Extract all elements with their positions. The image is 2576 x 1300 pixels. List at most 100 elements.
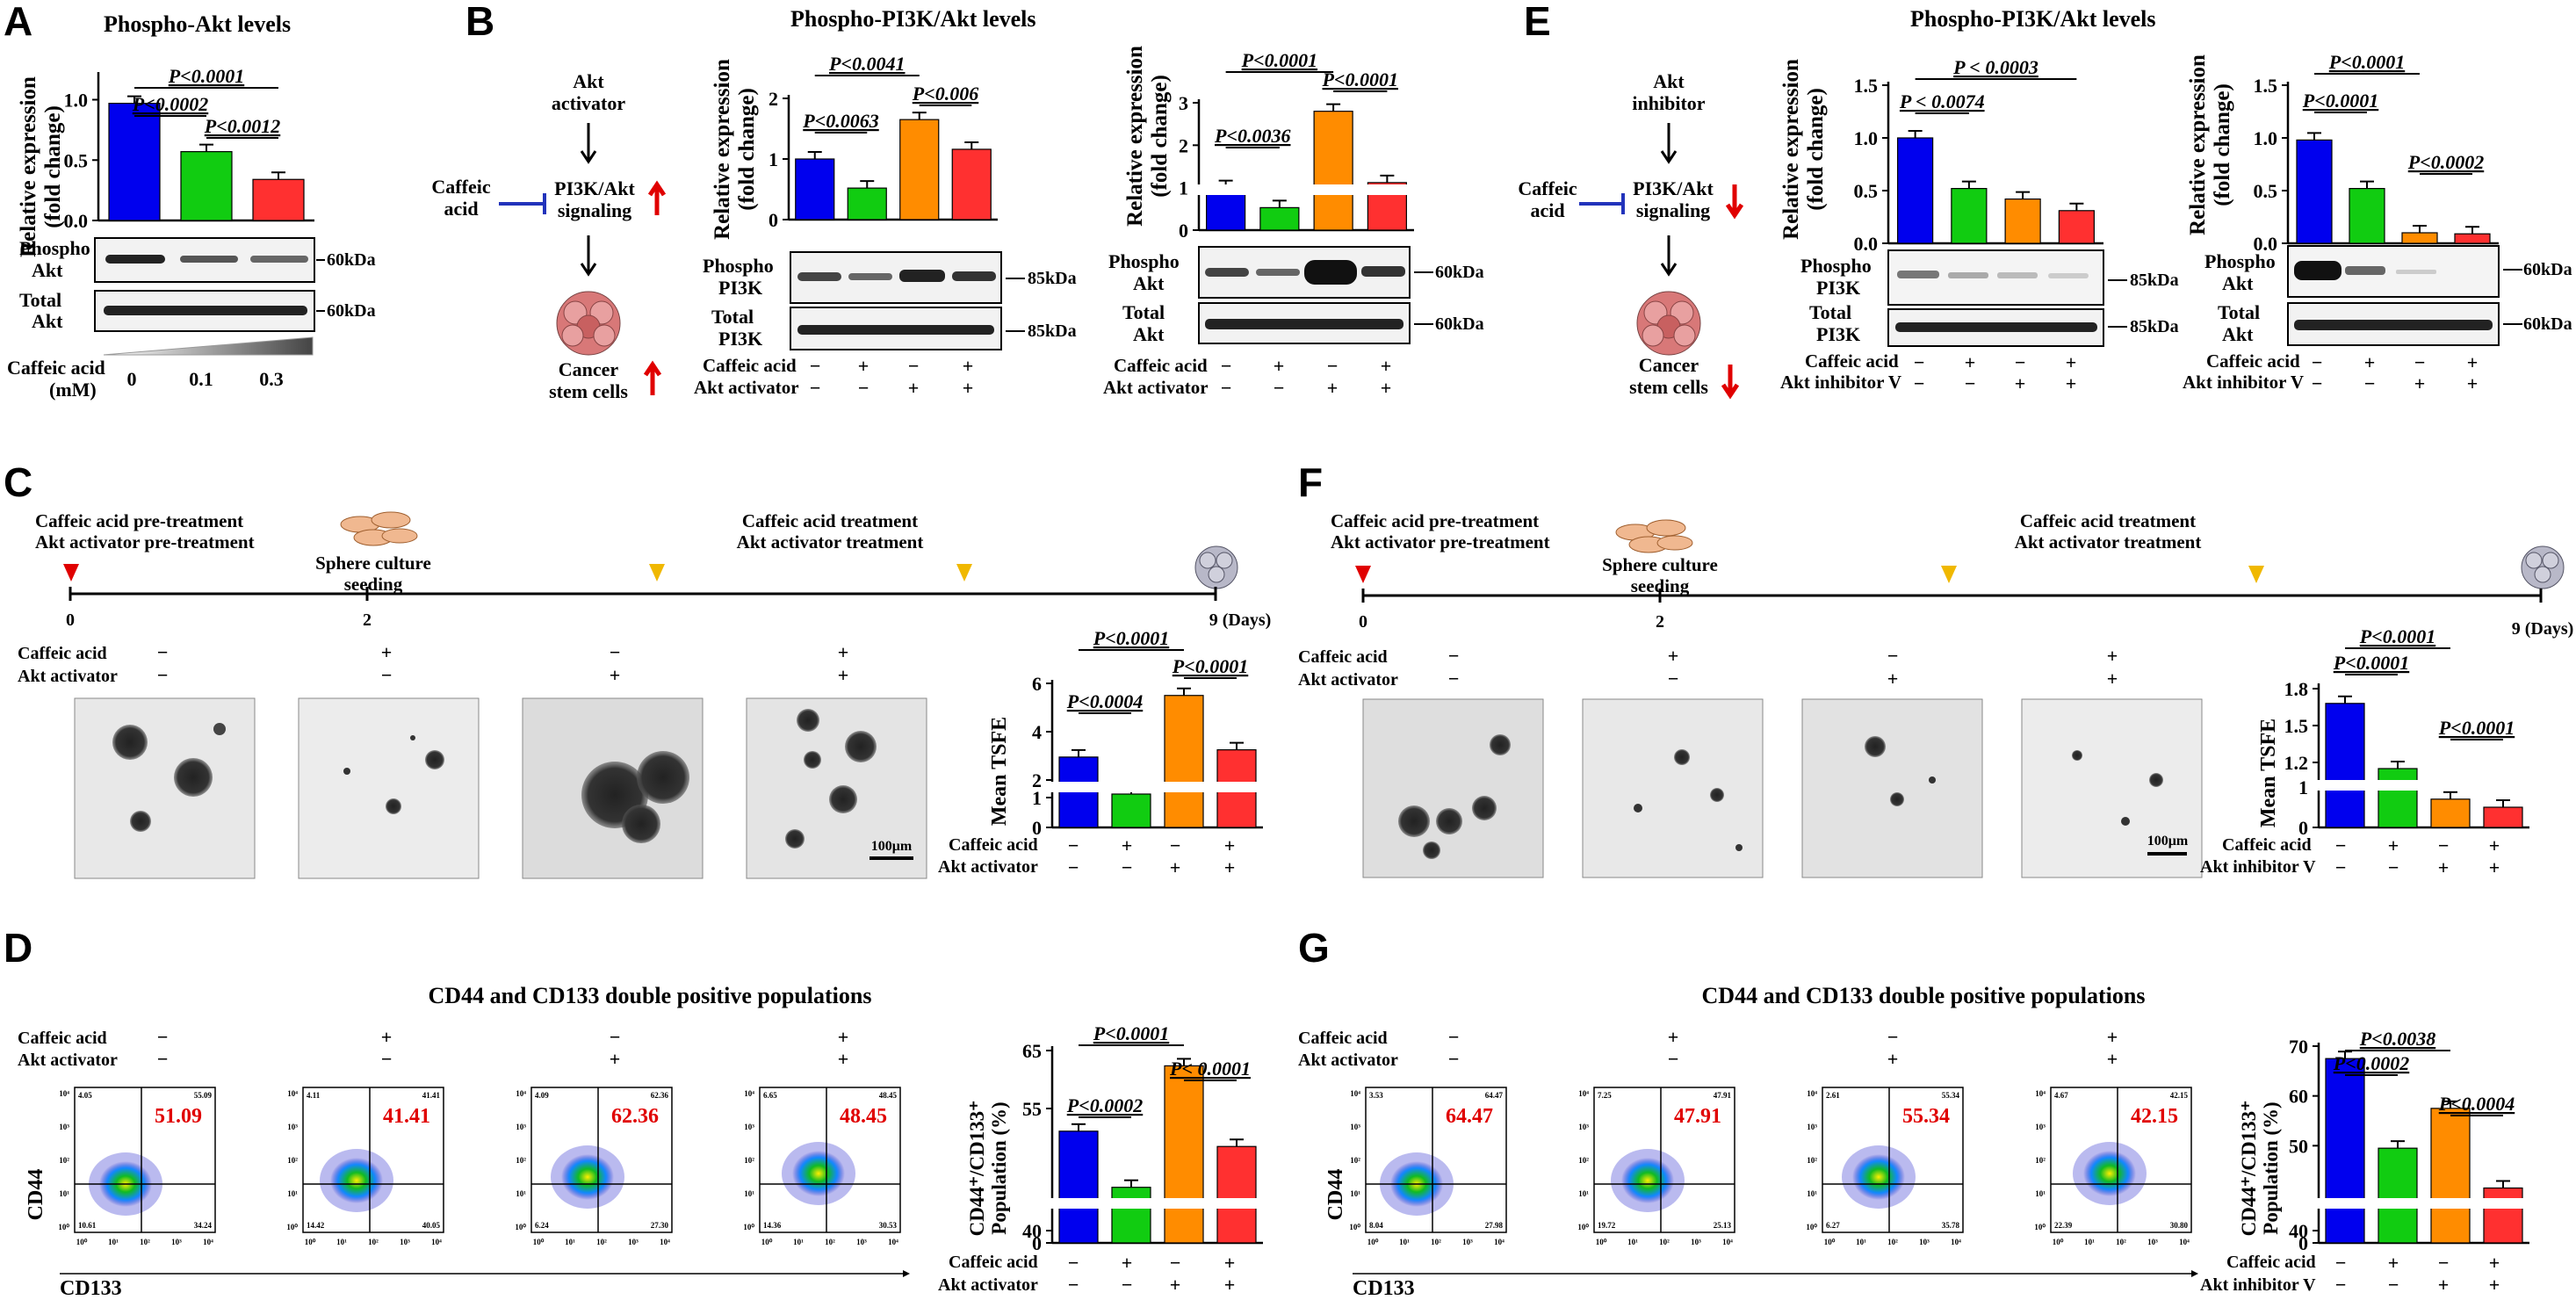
- panel-c-seed1: Sphere culture: [315, 552, 431, 574]
- panel-g-bar-signs: −−+−−+++: [2335, 1252, 2500, 1296]
- panel-g-flow-xtick: 10²: [1431, 1238, 1441, 1246]
- panel-b-c2-pvalue-2: P<0.0036: [1214, 125, 1290, 147]
- panel-a-pvalue-0: P<0.0001: [168, 65, 244, 87]
- panel-g-flow-xtick: 10²: [2116, 1238, 2126, 1246]
- triangle-marker-icon: [2248, 566, 2264, 583]
- panel-c-bcond1: Caffeic acid: [949, 835, 1038, 855]
- sign-row2-3: +: [2489, 1274, 2500, 1296]
- panel-g-flow-ytick: 10³: [1578, 1123, 1589, 1131]
- panel-f-bcond1: Caffeic acid: [2222, 835, 2312, 855]
- spheroid-icon: [556, 291, 621, 356]
- panel-b-c2-blot1b: Akt: [1133, 272, 1165, 294]
- panel-d-pvalue-2: P<0.0002: [1066, 1094, 1143, 1116]
- panel-g-flow-ytick: 10⁴: [1578, 1089, 1589, 1098]
- panel-b-cond1a: Caffeic acid: [703, 355, 797, 376]
- panel-d-flow-ytick: 10³: [287, 1123, 298, 1131]
- panel-g-flow-xtick: 10⁴: [1722, 1238, 1733, 1246]
- panel-d-bar-3: [1216, 1145, 1257, 1244]
- sign-row1-1: +: [381, 641, 393, 663]
- panel-g-flow-ytick: 10⁰: [2034, 1223, 2046, 1231]
- panel-g-flow-xtick: 10⁰: [1596, 1238, 1607, 1246]
- panel-d-bar-signs: −−+−−+++: [1068, 1252, 1236, 1296]
- panel-b-c1-pvalue-2: P<0.0063: [802, 110, 878, 132]
- panel-a-kda1: 60kDa: [327, 250, 376, 270]
- panel-c-cond1: Caffeic acid: [18, 644, 107, 663]
- panel-b-c2-blot2b: Akt: [1133, 323, 1165, 345]
- panel-g-flow-q2: 64.47: [1485, 1091, 1504, 1100]
- panel-f-tick-label: 1.5: [2284, 715, 2309, 737]
- panel-d-flow-ytick: 10⁰: [743, 1223, 754, 1231]
- sign-row2-0: −: [1448, 1048, 1460, 1070]
- panel-d-flow-xtick: 10²: [140, 1238, 150, 1246]
- panel-b-signs-2: −−+−−+++: [1221, 355, 1392, 399]
- arrow-down-icon: [1660, 123, 1678, 164]
- panel-g-flow-xtick: 10²: [1887, 1238, 1898, 1246]
- panel-f-timeline: Caffeic acid pre-treatment Akt activator…: [1331, 510, 2573, 639]
- sign-row2-1: −: [381, 664, 393, 686]
- panel-b-c2-ylabel2: (fold change): [1148, 75, 1172, 198]
- panel-b-c2-kda1: 60kDa: [1435, 263, 1484, 282]
- sign-row2-1: −: [2364, 372, 2376, 394]
- sign-row1-1: +: [1965, 351, 1976, 373]
- panel-d-flow-value-0: 51.09: [155, 1105, 202, 1128]
- panel-e-c1-blot2a: Total: [1809, 301, 1851, 323]
- panel-e-diag-sig2: signaling: [1636, 199, 1710, 221]
- panel-g-title: CD44 and CD133 double positive populatio…: [1702, 983, 2146, 1008]
- panel-e-c2-tick-label: 1.5: [2254, 75, 2278, 97]
- sign-row2-1: −: [1122, 1274, 1133, 1296]
- panel-b-diagram: Akt activator Caffeic acid PI3K/Akt sign…: [431, 70, 667, 402]
- sign-row2-3: +: [963, 377, 974, 399]
- panel-d-cond1: Caffeic acid: [18, 1029, 107, 1048]
- panel-g-flow-q3: 8.04: [1369, 1221, 1383, 1230]
- panel-d-flow-xtick: 10⁴: [203, 1238, 213, 1246]
- sign-row1-1: +: [858, 355, 869, 377]
- panel-f-pvalue-1: P<0.0001: [2333, 652, 2409, 674]
- panel-g-flow-q3: 22.39: [2054, 1221, 2073, 1230]
- panel-g-image-signs: −−+−−+++: [1448, 1026, 2118, 1070]
- panel-e-c2-bar-0: [2296, 139, 2333, 244]
- panel-d-flow-q3: 14.42: [307, 1221, 325, 1230]
- spheroid-icon: [1194, 545, 1238, 589]
- panel-b-c2-ylabel1: Relative expression: [1123, 46, 1147, 227]
- panel-g-flow-ytick: 10²: [1578, 1156, 1589, 1165]
- panel-d-flow-value-3: 48.45: [840, 1105, 887, 1128]
- panel-b-c1-kda1: 85kDa: [1028, 269, 1077, 288]
- sign-row2-3: +: [2107, 1048, 2118, 1070]
- panel-c-pvalue-2: P<0.0004: [1066, 690, 1143, 712]
- triangle-marker-icon: [1355, 566, 1371, 583]
- panel-g-flow-plot-frame-0: [1365, 1087, 1507, 1233]
- sign-row2-1: −: [1668, 668, 1679, 690]
- sign-row2-3: +: [838, 664, 849, 686]
- panel-b-cond1b: Caffeic acid: [1114, 355, 1208, 376]
- panel-e-c1-ylabel2: (fold change): [1804, 88, 1828, 211]
- panel-e-total-akt-blot: [2287, 302, 2500, 346]
- panel-g-flow-ytick: 10²: [2035, 1156, 2046, 1165]
- sign-row2-2: +: [1327, 377, 1339, 399]
- panel-g-flow-xtick: 10⁰: [2053, 1238, 2064, 1246]
- panel-a-pvalue-2: P<0.0012: [204, 115, 280, 137]
- panel-c-seed2: seeding: [344, 574, 403, 595]
- panel-d-flow-q2: 48.45: [879, 1091, 898, 1100]
- panel-b-c1-tick-label: 2: [768, 88, 778, 110]
- panel-f-day2: 2: [1656, 612, 1664, 632]
- sign-row1-3: +: [1224, 834, 1236, 856]
- sign-row1-0: −: [157, 641, 169, 663]
- sign-row1-2: −: [1170, 834, 1181, 856]
- panel-g-flow-ytick: 10¹: [1350, 1189, 1360, 1198]
- panel-e-c2-blot2a: Total: [2218, 301, 2260, 323]
- sign-row2-3: +: [1224, 856, 1236, 878]
- panel-f-bar-0: [2325, 703, 2365, 828]
- panel-f-scalebar: 100μm: [2147, 834, 2189, 849]
- panel-b-c2-pvalue-0: P<0.0001: [1241, 49, 1317, 71]
- panel-g-flow-q4: 27.98: [1485, 1221, 1504, 1230]
- panel-b-c1-bar-0: [795, 158, 835, 220]
- sign-row1-3: +: [2066, 351, 2077, 373]
- panel-g-flow-xtick: 10⁰: [1367, 1238, 1379, 1246]
- panel-f-tick-label: 1: [2298, 776, 2308, 798]
- panel-d-flow-ytick: 10²: [59, 1156, 69, 1165]
- panel-b-c2-tick-label: 0: [1179, 220, 1188, 242]
- panel-g-yaxis: CD44: [1324, 1169, 1347, 1221]
- panel-c-day9: 9 (Days): [1209, 610, 1272, 630]
- panel-b-c2-tick-label: 1: [1179, 177, 1188, 199]
